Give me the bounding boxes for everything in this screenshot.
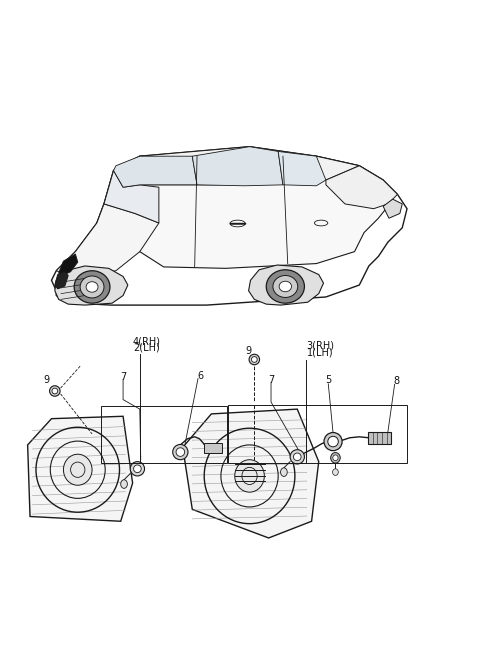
Text: 8: 8 xyxy=(394,377,399,386)
Text: 7: 7 xyxy=(120,372,126,382)
Ellipse shape xyxy=(281,468,287,476)
Ellipse shape xyxy=(176,448,185,457)
Ellipse shape xyxy=(266,270,304,303)
Ellipse shape xyxy=(49,386,60,396)
Ellipse shape xyxy=(333,469,338,476)
Ellipse shape xyxy=(290,450,304,464)
Ellipse shape xyxy=(74,271,110,303)
Ellipse shape xyxy=(63,454,92,485)
Ellipse shape xyxy=(86,281,98,292)
Polygon shape xyxy=(51,147,407,305)
Ellipse shape xyxy=(252,357,257,362)
Polygon shape xyxy=(249,265,324,305)
Text: 7: 7 xyxy=(268,375,274,384)
Ellipse shape xyxy=(120,480,127,488)
Polygon shape xyxy=(326,166,397,209)
Ellipse shape xyxy=(273,276,298,297)
Polygon shape xyxy=(114,147,360,187)
Text: 5: 5 xyxy=(325,375,331,386)
Text: 6: 6 xyxy=(198,371,204,380)
Ellipse shape xyxy=(324,432,342,451)
Polygon shape xyxy=(56,204,159,276)
Polygon shape xyxy=(183,409,319,538)
Polygon shape xyxy=(55,272,68,289)
Ellipse shape xyxy=(249,354,260,365)
Ellipse shape xyxy=(173,445,188,460)
Bar xyxy=(204,443,222,453)
Polygon shape xyxy=(59,254,78,276)
Ellipse shape xyxy=(328,436,338,447)
Ellipse shape xyxy=(133,465,141,472)
Ellipse shape xyxy=(130,462,144,476)
Polygon shape xyxy=(278,152,326,186)
Text: 9: 9 xyxy=(246,346,252,356)
Ellipse shape xyxy=(80,276,104,298)
Ellipse shape xyxy=(331,453,340,463)
Text: 1(LH): 1(LH) xyxy=(307,347,334,357)
Text: 4(RH): 4(RH) xyxy=(133,336,161,346)
Ellipse shape xyxy=(279,281,291,292)
Polygon shape xyxy=(55,266,128,305)
Polygon shape xyxy=(114,156,197,187)
Polygon shape xyxy=(383,199,402,218)
Text: 2(LH): 2(LH) xyxy=(133,343,160,353)
Bar xyxy=(368,432,391,444)
Polygon shape xyxy=(97,156,388,268)
Ellipse shape xyxy=(333,455,338,461)
Bar xyxy=(228,405,407,462)
Ellipse shape xyxy=(52,388,58,394)
Bar xyxy=(101,406,227,462)
Text: 9: 9 xyxy=(44,375,50,386)
Polygon shape xyxy=(192,147,283,186)
Ellipse shape xyxy=(235,460,264,492)
Ellipse shape xyxy=(293,453,301,461)
Polygon shape xyxy=(104,171,159,223)
Polygon shape xyxy=(28,417,132,522)
Text: 3(RH): 3(RH) xyxy=(306,340,334,350)
